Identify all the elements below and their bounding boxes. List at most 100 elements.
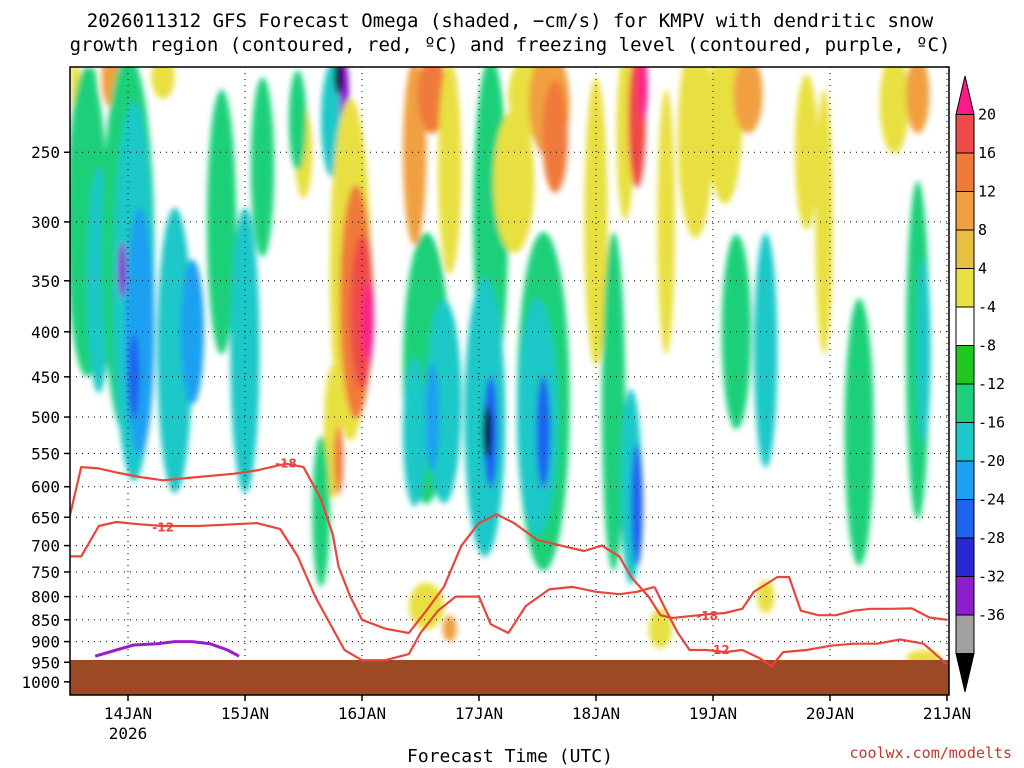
omega-cell <box>402 357 427 507</box>
y-tick-label: 800 <box>31 588 60 607</box>
plot-frame <box>69 66 950 696</box>
dendritic-contour <box>653 586 948 668</box>
dendritic-contour <box>70 462 633 635</box>
omega-cell <box>794 74 819 230</box>
dendritic-contour <box>70 520 655 662</box>
y-axis-pressure: 250 300 350 400 450 500 550 600 650 700 750 800 850 9… <box>21 143 70 692</box>
colorbar-swatch <box>955 576 975 616</box>
y-tick-label: 500 <box>31 408 60 427</box>
colorbar-swatch <box>955 499 975 539</box>
colorbar-swatch <box>955 537 975 577</box>
colorbar-label: -12 <box>978 375 1005 393</box>
y-tick-label: 350 <box>31 272 60 291</box>
colorbar-legend: 20 16 12 8 4 -4 -8 -12 -16 -20 -24 -28 -32 -36 <box>955 75 1005 693</box>
x-tick-label: 20JAN <box>806 704 854 723</box>
omega-shading <box>70 67 942 667</box>
colorbar-swatch <box>955 306 975 346</box>
freezing-level-contour <box>94 640 240 658</box>
contour-label: -18 <box>696 609 718 623</box>
colorbar-swatch <box>955 383 975 423</box>
colorbar-top-arrow <box>955 75 975 115</box>
omega-cell <box>916 257 931 444</box>
omega-cell <box>542 80 568 193</box>
colorbar-label: -4 <box>978 298 996 316</box>
y-tick-label: 750 <box>31 563 60 582</box>
colorbar-label: -32 <box>978 568 1005 586</box>
colorbar-label: -20 <box>978 452 1005 470</box>
y-tick-label: 300 <box>31 213 60 232</box>
omega-cell <box>288 70 307 171</box>
y-tick-label: 250 <box>31 143 60 162</box>
omega-cell <box>584 77 608 366</box>
colorbar-swatch <box>955 191 975 231</box>
temperature-contours: -18 -12 -18 -12 <box>70 457 948 668</box>
colorbar-label: -8 <box>978 337 996 355</box>
contour-label: -12 <box>708 643 730 657</box>
colorbar-swatch <box>955 345 975 385</box>
colorbar-label: 16 <box>978 144 996 162</box>
omega-cell <box>438 67 462 275</box>
omega-cell <box>333 426 344 495</box>
x-tick-label: 17JAN <box>455 704 503 723</box>
colorbar-swatch <box>955 460 975 500</box>
colorbar-label: -36 <box>978 606 1005 624</box>
colorbar-label: -16 <box>978 414 1005 432</box>
omega-cell <box>206 89 237 355</box>
chart-title-line1: 2026011312 GFS Forecast Omega (shaded, −… <box>87 10 934 32</box>
colorbar-swatch <box>955 229 975 269</box>
omega-cell <box>677 67 713 238</box>
omega-cell <box>125 208 155 456</box>
omega-cell <box>483 406 492 458</box>
omega-cell <box>250 77 275 258</box>
omega-cell <box>442 615 457 642</box>
omega-cell <box>425 363 440 471</box>
y-tick-label: 700 <box>31 537 60 556</box>
x-tick-label: 15JAN <box>221 704 269 723</box>
colorbar-swatch <box>955 152 975 192</box>
colorbar-swatch <box>955 422 975 462</box>
omega-cell <box>157 207 193 494</box>
omega-cell <box>844 298 874 566</box>
omega-cell <box>657 89 675 355</box>
colorbar-swatch <box>955 614 975 654</box>
y-tick-label: 650 <box>31 508 60 527</box>
omega-cell <box>493 110 535 254</box>
x-axis-label: Forecast Time (UTC) <box>407 746 613 767</box>
y-tick-label: 400 <box>31 323 60 342</box>
contour-label: -18 <box>275 457 297 471</box>
omega-cell <box>312 435 330 587</box>
omega-cell <box>879 67 909 154</box>
colorbar-bottom-arrow <box>955 653 975 693</box>
x-tick-label: 16JAN <box>338 704 386 723</box>
omega-cell <box>601 231 626 571</box>
colorbar-label: 12 <box>978 183 996 201</box>
omega-cell <box>906 67 930 134</box>
dendritic-contour <box>630 575 948 621</box>
colorbar-label: 4 <box>978 260 987 278</box>
contour-label: -12 <box>152 521 174 535</box>
y-tick-label: 450 <box>31 368 60 387</box>
colorbar-label: -28 <box>978 529 1005 547</box>
omega-cell <box>334 67 343 95</box>
y-tick-label: 850 <box>31 611 60 630</box>
omega-cell <box>408 582 444 630</box>
omega-cell <box>128 334 140 420</box>
colorbar-swatch <box>955 268 975 308</box>
omega-cell <box>631 444 643 567</box>
colorbar-label: 20 <box>978 106 996 124</box>
y-tick-label: 600 <box>31 478 60 497</box>
omega-cell <box>815 89 833 355</box>
omega-cell <box>118 241 127 298</box>
site-credit: coolwx.com/modelts <box>849 744 1012 762</box>
omega-cell <box>733 67 763 134</box>
x-tick-label: 18JAN <box>572 704 620 723</box>
omega-cell <box>362 282 374 362</box>
plot-area: -18 -12 -18 -12 <box>70 67 949 695</box>
colorbar-swatch <box>955 114 975 154</box>
y-tick-label: 1000 <box>21 673 60 692</box>
x-tick-label: 21JAN <box>923 704 971 723</box>
omega-cell <box>536 376 551 488</box>
omega-cell <box>753 233 778 468</box>
